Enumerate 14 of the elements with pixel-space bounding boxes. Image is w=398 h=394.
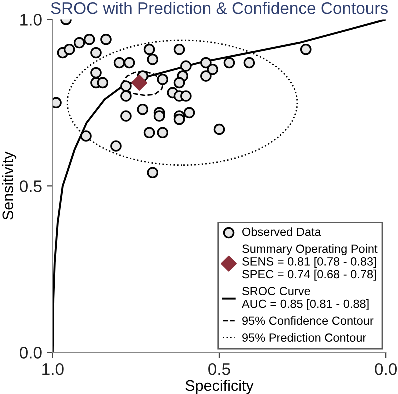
x-axis-title: Specificity: [186, 380, 254, 394]
annotation: 95% Prediction Contour: [242, 333, 366, 342]
y-tick-label: 0.5: [20, 180, 42, 192]
chart-title: SROC with Prediction & Confidence Contours: [51, 2, 388, 14]
y-tick-label: 1.0: [20, 14, 42, 26]
legend-label: Summary Operating Point SENS = 0.81 [0.78 - 0.83] SPEC = 0.74 [0.68 - 0.78]: [242, 244, 378, 281]
x-tick-label: 1.0: [42, 363, 64, 376]
x-tick-label: 0.0: [375, 363, 397, 376]
y-tick-label: 0.0: [20, 347, 42, 359]
legend-label: SROC Curve AUC = 0.85 [0.81 - 0.88]: [242, 287, 369, 311]
y-axis-title: Sensitivity: [2, 152, 17, 220]
legend-label: Observed Data: [242, 228, 322, 236]
legend-label: 95% Confidence Contour: [242, 316, 374, 326]
x-tick-label: 0.5: [208, 363, 230, 376]
